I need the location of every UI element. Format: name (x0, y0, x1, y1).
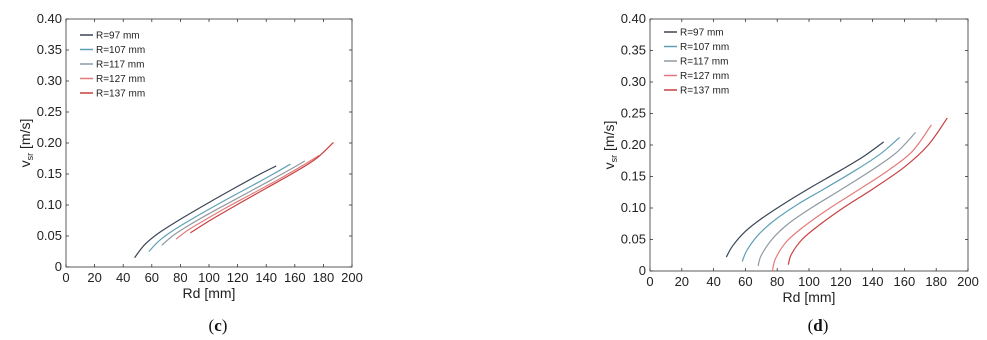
caption-open-paren: ( (209, 316, 215, 335)
legend: R=97 mm R=107 mm R=117 mm R=127 mm R=137 mm (664, 28, 729, 97)
legend-label: R=107 mm (680, 42, 729, 53)
y-tick-label: 0.40 (621, 11, 646, 26)
x-tick-label: 140 (255, 270, 277, 285)
panel-caption: (d) (808, 316, 829, 335)
x-tick-label: 0 (62, 270, 69, 285)
y-tick-label: 0.25 (621, 106, 646, 121)
y-tick-label: 0.25 (37, 104, 62, 119)
caption-close-paren: ) (823, 316, 829, 335)
x-tick-label: 40 (706, 274, 720, 289)
legend-label: R=107 mm (96, 45, 145, 56)
x-tick-label: 120 (830, 274, 852, 289)
x-tick-label: 160 (894, 274, 916, 289)
series-line-107mm (148, 163, 291, 252)
panel-caption: (c) (209, 316, 228, 335)
y-tick-label: 0.15 (37, 166, 62, 181)
legend-label: R=117 mm (680, 57, 728, 68)
series-line-137mm (190, 141, 334, 234)
series-line-107mm (741, 136, 901, 262)
y-axis-label: vsr [m/s] (17, 119, 35, 168)
x-tick-label: 80 (173, 270, 187, 285)
y-tick-label: 0 (55, 259, 62, 274)
x-tick-label: 180 (313, 270, 335, 285)
legend: R=97 mm R=107 mm R=117 mm R=127 mm R=137 mm (80, 31, 145, 100)
x-axis-label: Rd [mm] (183, 285, 236, 301)
series-line-127mm (175, 154, 320, 240)
x-tick-label: 160 (284, 270, 306, 285)
series-line-117mm (757, 131, 916, 267)
y-tick-label: 0.40 (37, 11, 62, 26)
y-tick-label: 0.10 (621, 200, 646, 215)
y-tick-label: 0.15 (621, 169, 646, 184)
caption-letter: d (813, 316, 823, 335)
y-tick-label: 0.05 (621, 232, 646, 247)
legend-label: R=137 mm (96, 89, 145, 100)
x-tick-label: 40 (116, 270, 130, 285)
x-tick-label: 60 (738, 274, 752, 289)
y-axis-label: vsr [m/s] (601, 121, 619, 170)
y-tick-label: 0.20 (621, 137, 646, 152)
y-axis-label-unit: [m/s] (17, 119, 33, 153)
x-tick-label: 100 (198, 270, 220, 285)
legend-label: R=97 mm (680, 28, 724, 39)
x-tick-label: 0 (646, 274, 653, 289)
x-axis-label: Rd [mm] (783, 289, 836, 305)
series-line-97mm (134, 165, 277, 259)
x-tick-label: 200 (957, 274, 979, 289)
y-axis-label-main: v (17, 160, 33, 167)
x-tick-label: 180 (925, 274, 947, 289)
series-line-117mm (161, 160, 306, 246)
x-tick-label: 20 (87, 270, 101, 285)
series-line-127mm (771, 124, 932, 272)
y-tick-label: 0.35 (621, 43, 646, 58)
y-axis-label-unit: [m/s] (601, 121, 617, 155)
chart-panel-c: 0 20 40 60 80 100 120 140 160 180 200 0 0.05 0.10 0.15… (17, 11, 363, 335)
x-tick-label: 140 (862, 274, 884, 289)
y-axis-label-sub: sr (609, 155, 619, 163)
plot-frame (65, 18, 353, 268)
legend-label: R=137 mm (680, 86, 729, 97)
legend-label: R=127 mm (96, 74, 145, 85)
caption-open-paren: ( (808, 316, 814, 335)
y-axis-label-main: v (601, 162, 617, 169)
series-line-137mm (787, 117, 948, 265)
y-tick-label: 0.30 (37, 73, 62, 88)
x-tick-label: 60 (145, 270, 159, 285)
series-line-97mm (725, 141, 885, 258)
chart-panel-d: 0 20 40 60 80 100 120 140 160 180 200 0 0.05 0.10 0.15… (601, 11, 979, 335)
y-tick-label: 0.20 (37, 135, 62, 150)
x-tick-label: 120 (227, 270, 249, 285)
x-tick-label: 100 (798, 274, 820, 289)
y-tick-label: 0.10 (37, 197, 62, 212)
x-tick-label: 20 (675, 274, 689, 289)
y-tick-label: 0 (639, 263, 646, 278)
legend-label: R=127 mm (680, 71, 729, 82)
y-tick-label: 0.35 (37, 42, 62, 57)
x-tick-label: 200 (341, 270, 363, 285)
caption-close-paren: ) (222, 316, 228, 335)
legend-label: R=97 mm (96, 31, 140, 42)
caption-letter: c (214, 316, 222, 335)
legend-label: R=117 mm (96, 60, 144, 71)
y-tick-label: 0.30 (621, 74, 646, 89)
y-tick-label: 0.05 (37, 228, 62, 243)
y-axis-label-sub: sr (25, 153, 35, 161)
x-tick-label: 80 (770, 274, 784, 289)
